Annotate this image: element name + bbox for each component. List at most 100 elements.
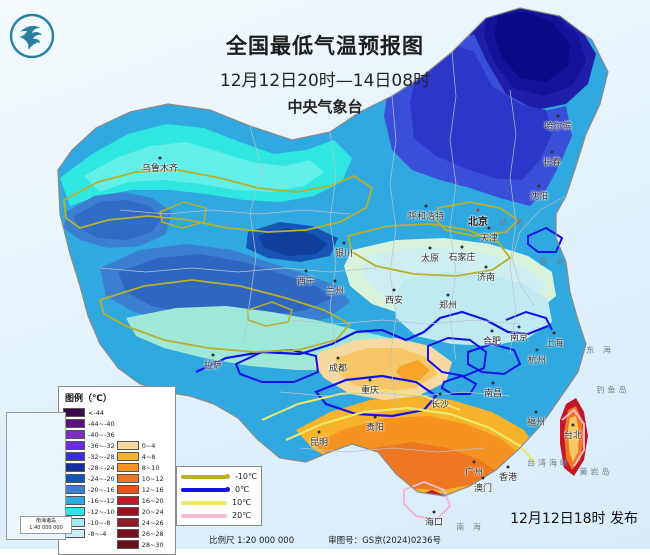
city-marker bbox=[517, 325, 521, 329]
city-marker bbox=[537, 184, 541, 188]
isotherm-legend-row: 0℃ bbox=[181, 483, 257, 496]
legend-swatch bbox=[116, 485, 139, 494]
city-marker bbox=[552, 331, 556, 335]
city-label: 哈尔滨 bbox=[544, 122, 572, 132]
legend-row: 26~28 bbox=[116, 528, 164, 539]
city-marker bbox=[534, 410, 538, 414]
city-marker bbox=[556, 114, 560, 118]
legend-swatch bbox=[116, 452, 139, 461]
legend-swatch bbox=[63, 507, 85, 516]
city-marker bbox=[550, 150, 554, 154]
legend-range-label: -8~-4 bbox=[88, 529, 107, 538]
legend-row: 20~24 bbox=[116, 506, 164, 517]
city-label: 太原 bbox=[420, 254, 440, 264]
isotherm-line-sample bbox=[181, 474, 227, 479]
city-label: 南昌 bbox=[483, 389, 503, 399]
city-label: 杭州 bbox=[527, 356, 547, 366]
map-scale: 比例尺 1:20 000 000 bbox=[208, 536, 295, 546]
city-marker bbox=[304, 269, 308, 273]
legend-range-label: 4~8 bbox=[141, 452, 156, 461]
city-marker bbox=[535, 348, 539, 352]
legend-row: 0~4 bbox=[116, 440, 164, 451]
legend-range-label: -28~-24 bbox=[88, 463, 115, 472]
legend-row: 10~12 bbox=[116, 473, 164, 484]
legend-swatch bbox=[116, 529, 139, 538]
legend-range-label: 8~10 bbox=[141, 463, 160, 472]
isotherm-line-sample bbox=[181, 513, 227, 518]
isotherm-line-sample bbox=[181, 487, 227, 492]
footer-info: 比例尺 1:20 000 000 审图号：GS京(2024)0236号 bbox=[0, 534, 650, 546]
legend-swatch bbox=[116, 496, 139, 505]
city-label: 沈阳 bbox=[529, 192, 549, 202]
legend-swatch bbox=[63, 408, 85, 417]
administrative-borders bbox=[57, 7, 609, 497]
sea-label: 黄岩岛 bbox=[579, 467, 613, 477]
legend-range-label: <-44 bbox=[88, 408, 105, 417]
legend-range-label: 0~4 bbox=[141, 441, 156, 450]
isotherm-legend: -10℃ 0℃ 10℃ 20℃ bbox=[176, 466, 262, 526]
legend-swatch bbox=[63, 463, 85, 472]
city-marker bbox=[392, 288, 396, 292]
cma-dragon-logo bbox=[9, 13, 55, 59]
legend-title: 图例（℃） bbox=[65, 394, 112, 404]
inset-title: 南海诸岛 bbox=[35, 518, 56, 524]
city-label: 西安 bbox=[384, 296, 404, 306]
legend-swatch bbox=[116, 474, 139, 483]
city-marker bbox=[571, 423, 575, 427]
legend-range-label: 24~26 bbox=[141, 518, 164, 527]
release-time: 12月12日18时 发布 bbox=[510, 511, 638, 527]
isotherm-dot bbox=[224, 474, 230, 479]
city-label: 北京 bbox=[468, 217, 488, 228]
legend-range-label: 26~28 bbox=[141, 529, 164, 538]
legend-row: -40~-36 bbox=[63, 429, 115, 440]
temperature-legend: 图例（℃） <-44 -44~-40 -40~-36 -36~-32 -32~-28 -2… bbox=[58, 386, 176, 555]
legend-range-label: 10~12 bbox=[141, 474, 164, 483]
legend-swatch bbox=[116, 441, 139, 450]
legend-range-label: 12~16 bbox=[141, 485, 164, 494]
legend-row: 12~16 bbox=[116, 484, 164, 495]
isotherm-label: 20℃ bbox=[232, 511, 252, 520]
city-label: 合肥 bbox=[482, 337, 502, 347]
sea-label: 台湾海峡 bbox=[527, 458, 571, 468]
legend-row: -24~-20 bbox=[63, 473, 115, 484]
legend-swatch bbox=[63, 441, 85, 450]
legend-row: -36~-32 bbox=[63, 440, 115, 451]
city-label: 乌鲁木齐 bbox=[141, 164, 179, 174]
city-label: 香港 bbox=[498, 473, 518, 483]
legend-range-label: -10~-8 bbox=[88, 518, 111, 527]
legend-row: 4~8 bbox=[116, 451, 164, 462]
city-label: 西宁 bbox=[296, 277, 316, 287]
legend-range-label: -24~-20 bbox=[88, 474, 115, 483]
inset-scale: 1:40 000 000 bbox=[29, 524, 63, 531]
city-label: 成都 bbox=[328, 364, 348, 374]
legend-range-label: 20~24 bbox=[141, 507, 164, 516]
isotherm-label: -10℃ bbox=[234, 472, 257, 481]
city-marker bbox=[432, 510, 436, 514]
city-label: 南京 bbox=[509, 333, 529, 343]
legend-column-warm: 0~4 4~8 8~10 10~12 12~16 16~20 20~24 24~26 26~28… bbox=[116, 440, 164, 550]
legend-swatch bbox=[63, 430, 85, 439]
sea-label: 渤 海 bbox=[498, 217, 526, 227]
sea-label: 南 海 bbox=[456, 522, 484, 532]
legend-swatch bbox=[63, 419, 85, 428]
isotherm-legend-row: -10℃ bbox=[181, 470, 257, 483]
legend-range-label: 28~30 bbox=[141, 540, 164, 549]
legend-range-label: -40~-36 bbox=[88, 430, 115, 439]
isotherm-label: 10℃ bbox=[232, 498, 252, 507]
legend-row: -16~-12 bbox=[63, 495, 115, 506]
city-marker bbox=[336, 356, 340, 360]
city-label: 福州 bbox=[526, 418, 546, 428]
city-label: 天津 bbox=[479, 234, 499, 244]
city-marker bbox=[158, 156, 162, 160]
city-label: 上海 bbox=[544, 339, 564, 349]
legend-swatch bbox=[63, 474, 85, 483]
city-marker bbox=[481, 476, 485, 480]
city-label: 银川 bbox=[334, 249, 354, 259]
city-label: 广州 bbox=[464, 468, 484, 478]
city-label: 海口 bbox=[424, 518, 444, 528]
legend-row: 16~20 bbox=[116, 495, 164, 506]
city-marker bbox=[472, 460, 476, 464]
city-marker bbox=[368, 378, 372, 382]
